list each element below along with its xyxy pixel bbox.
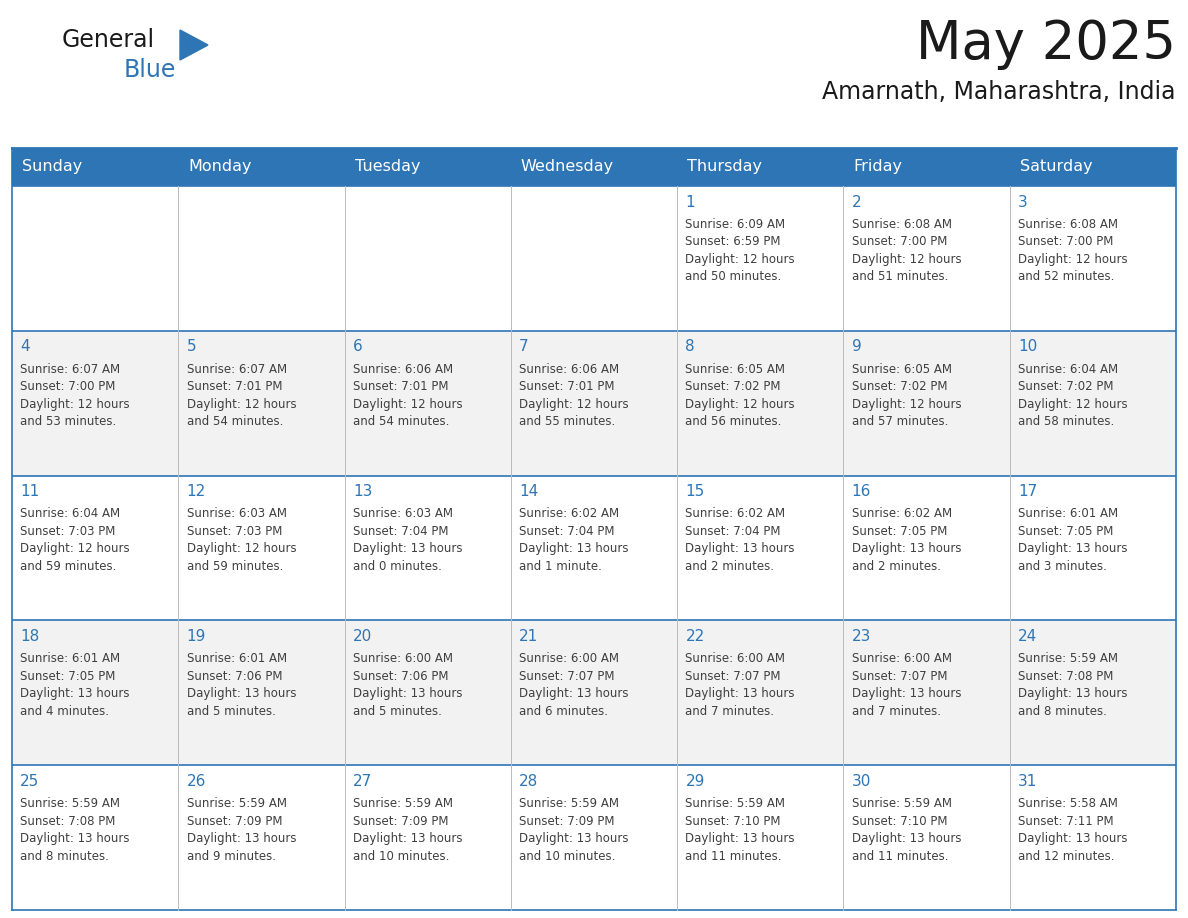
Text: 17: 17 (1018, 485, 1037, 499)
Text: 19: 19 (187, 629, 206, 644)
Text: 13: 13 (353, 485, 372, 499)
Text: Wednesday: Wednesday (520, 160, 614, 174)
Text: Sunrise: 6:06 AM
Sunset: 7:01 PM
Daylight: 12 hours
and 55 minutes.: Sunrise: 6:06 AM Sunset: 7:01 PM Dayligh… (519, 363, 628, 428)
Text: 11: 11 (20, 485, 39, 499)
Text: Sunrise: 6:05 AM
Sunset: 7:02 PM
Daylight: 12 hours
and 56 minutes.: Sunrise: 6:05 AM Sunset: 7:02 PM Dayligh… (685, 363, 795, 428)
Text: Sunrise: 6:00 AM
Sunset: 7:07 PM
Daylight: 13 hours
and 6 minutes.: Sunrise: 6:00 AM Sunset: 7:07 PM Dayligh… (519, 653, 628, 718)
Text: Sunrise: 5:59 AM
Sunset: 7:09 PM
Daylight: 13 hours
and 10 minutes.: Sunrise: 5:59 AM Sunset: 7:09 PM Dayligh… (353, 797, 462, 863)
Bar (1010, 148, 1176, 186)
Bar (677, 148, 843, 186)
Text: Sunrise: 5:59 AM
Sunset: 7:09 PM
Daylight: 13 hours
and 9 minutes.: Sunrise: 5:59 AM Sunset: 7:09 PM Dayligh… (187, 797, 296, 863)
Text: Sunrise: 6:03 AM
Sunset: 7:03 PM
Daylight: 12 hours
and 59 minutes.: Sunrise: 6:03 AM Sunset: 7:03 PM Dayligh… (187, 508, 296, 573)
Text: 28: 28 (519, 774, 538, 789)
Text: Sunrise: 6:05 AM
Sunset: 7:02 PM
Daylight: 12 hours
and 57 minutes.: Sunrise: 6:05 AM Sunset: 7:02 PM Dayligh… (852, 363, 961, 428)
Text: 27: 27 (353, 774, 372, 789)
Text: Thursday: Thursday (687, 160, 763, 174)
Text: Sunrise: 6:02 AM
Sunset: 7:04 PM
Daylight: 13 hours
and 2 minutes.: Sunrise: 6:02 AM Sunset: 7:04 PM Dayligh… (685, 508, 795, 573)
Bar (345, 148, 511, 186)
Bar (12, 766, 1176, 910)
Text: Sunrise: 6:00 AM
Sunset: 7:07 PM
Daylight: 13 hours
and 7 minutes.: Sunrise: 6:00 AM Sunset: 7:07 PM Dayligh… (685, 653, 795, 718)
Text: Monday: Monday (188, 160, 252, 174)
Text: Sunrise: 5:59 AM
Sunset: 7:08 PM
Daylight: 13 hours
and 8 minutes.: Sunrise: 5:59 AM Sunset: 7:08 PM Dayligh… (1018, 653, 1127, 718)
Text: General: General (62, 28, 156, 52)
Text: Sunday: Sunday (21, 160, 82, 174)
Text: 20: 20 (353, 629, 372, 644)
Text: 10: 10 (1018, 340, 1037, 354)
Text: Sunrise: 6:07 AM
Sunset: 7:00 PM
Daylight: 12 hours
and 53 minutes.: Sunrise: 6:07 AM Sunset: 7:00 PM Dayligh… (20, 363, 129, 428)
Text: Sunrise: 6:08 AM
Sunset: 7:00 PM
Daylight: 12 hours
and 52 minutes.: Sunrise: 6:08 AM Sunset: 7:00 PM Dayligh… (1018, 218, 1127, 284)
Text: 3: 3 (1018, 195, 1028, 209)
Text: Sunrise: 5:59 AM
Sunset: 7:08 PM
Daylight: 13 hours
and 8 minutes.: Sunrise: 5:59 AM Sunset: 7:08 PM Dayligh… (20, 797, 129, 863)
Text: Sunrise: 5:59 AM
Sunset: 7:10 PM
Daylight: 13 hours
and 11 minutes.: Sunrise: 5:59 AM Sunset: 7:10 PM Dayligh… (852, 797, 961, 863)
Text: Sunrise: 5:59 AM
Sunset: 7:09 PM
Daylight: 13 hours
and 10 minutes.: Sunrise: 5:59 AM Sunset: 7:09 PM Dayligh… (519, 797, 628, 863)
Text: 30: 30 (852, 774, 871, 789)
Bar (12, 148, 178, 186)
Bar (12, 621, 1176, 766)
Text: Sunrise: 6:02 AM
Sunset: 7:04 PM
Daylight: 13 hours
and 1 minute.: Sunrise: 6:02 AM Sunset: 7:04 PM Dayligh… (519, 508, 628, 573)
Text: 24: 24 (1018, 629, 1037, 644)
Text: 22: 22 (685, 629, 704, 644)
Text: 2: 2 (852, 195, 861, 209)
Text: Sunrise: 6:07 AM
Sunset: 7:01 PM
Daylight: 12 hours
and 54 minutes.: Sunrise: 6:07 AM Sunset: 7:01 PM Dayligh… (187, 363, 296, 428)
Text: 6: 6 (353, 340, 362, 354)
Text: 21: 21 (519, 629, 538, 644)
Text: 26: 26 (187, 774, 206, 789)
Text: 29: 29 (685, 774, 704, 789)
Text: Sunrise: 6:04 AM
Sunset: 7:03 PM
Daylight: 12 hours
and 59 minutes.: Sunrise: 6:04 AM Sunset: 7:03 PM Dayligh… (20, 508, 129, 573)
Text: Sunrise: 5:59 AM
Sunset: 7:10 PM
Daylight: 13 hours
and 11 minutes.: Sunrise: 5:59 AM Sunset: 7:10 PM Dayligh… (685, 797, 795, 863)
Text: Sunrise: 6:09 AM
Sunset: 6:59 PM
Daylight: 12 hours
and 50 minutes.: Sunrise: 6:09 AM Sunset: 6:59 PM Dayligh… (685, 218, 795, 284)
Text: Sunrise: 6:00 AM
Sunset: 7:07 PM
Daylight: 13 hours
and 7 minutes.: Sunrise: 6:00 AM Sunset: 7:07 PM Dayligh… (852, 653, 961, 718)
Text: Sunrise: 6:04 AM
Sunset: 7:02 PM
Daylight: 12 hours
and 58 minutes.: Sunrise: 6:04 AM Sunset: 7:02 PM Dayligh… (1018, 363, 1127, 428)
Text: Sunrise: 5:58 AM
Sunset: 7:11 PM
Daylight: 13 hours
and 12 minutes.: Sunrise: 5:58 AM Sunset: 7:11 PM Dayligh… (1018, 797, 1127, 863)
Text: 31: 31 (1018, 774, 1037, 789)
Text: 5: 5 (187, 340, 196, 354)
Text: Sunrise: 6:06 AM
Sunset: 7:01 PM
Daylight: 12 hours
and 54 minutes.: Sunrise: 6:06 AM Sunset: 7:01 PM Dayligh… (353, 363, 462, 428)
Text: Sunrise: 6:01 AM
Sunset: 7:05 PM
Daylight: 13 hours
and 3 minutes.: Sunrise: 6:01 AM Sunset: 7:05 PM Dayligh… (1018, 508, 1127, 573)
Text: 25: 25 (20, 774, 39, 789)
Bar (843, 148, 1010, 186)
Text: Friday: Friday (853, 160, 903, 174)
Text: 1: 1 (685, 195, 695, 209)
Text: 8: 8 (685, 340, 695, 354)
Text: 12: 12 (187, 485, 206, 499)
Text: Sunrise: 6:03 AM
Sunset: 7:04 PM
Daylight: 13 hours
and 0 minutes.: Sunrise: 6:03 AM Sunset: 7:04 PM Dayligh… (353, 508, 462, 573)
Text: Tuesday: Tuesday (354, 160, 421, 174)
Text: Sunrise: 6:00 AM
Sunset: 7:06 PM
Daylight: 13 hours
and 5 minutes.: Sunrise: 6:00 AM Sunset: 7:06 PM Dayligh… (353, 653, 462, 718)
Text: 7: 7 (519, 340, 529, 354)
Text: Amarnath, Maharashtra, India: Amarnath, Maharashtra, India (822, 80, 1176, 104)
Text: 9: 9 (852, 340, 861, 354)
Text: Blue: Blue (124, 58, 176, 82)
Text: May 2025: May 2025 (916, 18, 1176, 70)
Text: 16: 16 (852, 485, 871, 499)
Text: Sunrise: 6:01 AM
Sunset: 7:06 PM
Daylight: 13 hours
and 5 minutes.: Sunrise: 6:01 AM Sunset: 7:06 PM Dayligh… (187, 653, 296, 718)
Bar (12, 330, 1176, 476)
Text: 18: 18 (20, 629, 39, 644)
Text: Sunrise: 6:08 AM
Sunset: 7:00 PM
Daylight: 12 hours
and 51 minutes.: Sunrise: 6:08 AM Sunset: 7:00 PM Dayligh… (852, 218, 961, 284)
Text: 15: 15 (685, 485, 704, 499)
Bar (12, 186, 1176, 330)
Text: Saturday: Saturday (1019, 160, 1092, 174)
Text: 23: 23 (852, 629, 871, 644)
Bar (178, 148, 345, 186)
Text: Sunrise: 6:01 AM
Sunset: 7:05 PM
Daylight: 13 hours
and 4 minutes.: Sunrise: 6:01 AM Sunset: 7:05 PM Dayligh… (20, 653, 129, 718)
Bar (511, 148, 677, 186)
Text: 14: 14 (519, 485, 538, 499)
Polygon shape (181, 30, 208, 60)
Text: Sunrise: 6:02 AM
Sunset: 7:05 PM
Daylight: 13 hours
and 2 minutes.: Sunrise: 6:02 AM Sunset: 7:05 PM Dayligh… (852, 508, 961, 573)
Bar (12, 476, 1176, 621)
Text: 4: 4 (20, 340, 30, 354)
